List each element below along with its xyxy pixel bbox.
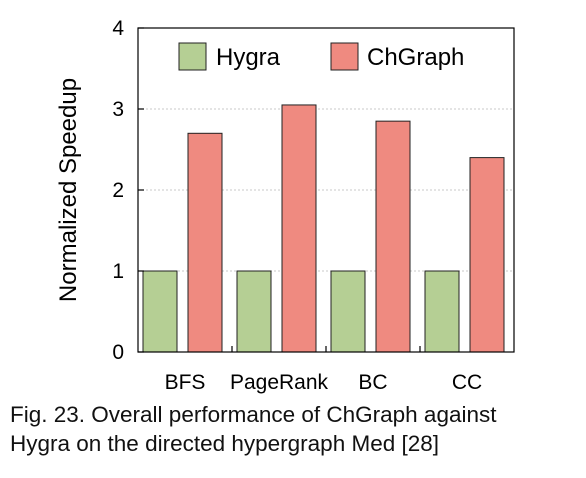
bar-hygra-pagerank: [237, 271, 271, 352]
speedup-bar-chart: 0 1 2 3 4 BFS PageRank BC CC Normalized Speedup…: [0, 0, 586, 400]
caption-line-1: Fig. 23. Overall performance of ChGraph …: [10, 400, 580, 429]
x-tick-label: BFS: [165, 371, 206, 394]
legend-label-hygra: Hygra: [216, 44, 281, 71]
bar-chgraph-bc: [376, 121, 410, 352]
y-tick-label: 1: [112, 260, 124, 283]
y-tick-label: 3: [112, 98, 124, 121]
legend-swatch-chgraph: [331, 43, 358, 70]
bars: [143, 105, 504, 352]
legend: Hygra ChGraph: [179, 43, 464, 71]
bar-chgraph-pagerank: [282, 105, 316, 352]
legend-swatch-hygra: [179, 43, 206, 70]
x-tick-label: PageRank: [230, 371, 329, 394]
bar-hygra-cc: [425, 271, 459, 352]
figure-caption: Fig. 23. Overall performance of ChGraph …: [10, 400, 580, 458]
caption-line-2: Hygra on the directed hypergraph Med [28…: [10, 429, 580, 458]
bar-hygra-bfs: [143, 271, 177, 352]
x-tick-labels: BFS PageRank BC CC: [165, 371, 483, 394]
bar-chgraph-bfs: [188, 133, 222, 352]
y-tick-label: 2: [112, 179, 124, 202]
y-tick-labels: 0 1 2 3 4: [112, 17, 124, 364]
x-tick-label: CC: [452, 371, 482, 394]
bar-hygra-bc: [331, 271, 365, 352]
legend-label-chgraph: ChGraph: [367, 44, 464, 71]
y-axis-label: Normalized Speedup: [55, 78, 82, 302]
y-tick-label: 4: [112, 17, 124, 40]
x-tick-label: BC: [358, 371, 387, 394]
y-tick-label: 0: [112, 341, 124, 364]
bar-chgraph-cc: [470, 158, 504, 352]
